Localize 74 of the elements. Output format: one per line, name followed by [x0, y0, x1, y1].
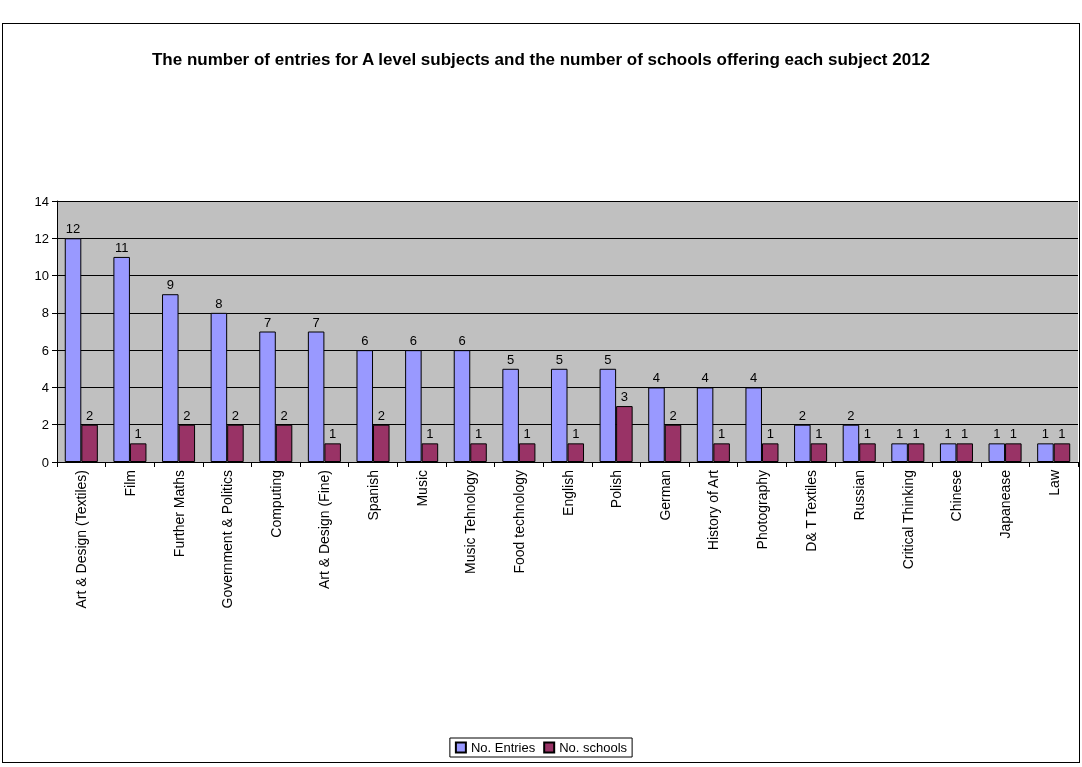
y-tick-label: 6: [41, 342, 49, 358]
data-label: 2: [847, 407, 855, 423]
x-tick-label: Food technology: [510, 470, 527, 574]
data-label: 2: [183, 407, 191, 423]
data-label: 1: [718, 426, 726, 442]
x-tick-label: Photography: [753, 470, 770, 550]
data-label: 2: [231, 407, 240, 423]
x-tick-label: Computing: [267, 470, 284, 538]
data-label: 1: [944, 426, 952, 442]
data-label: 4: [652, 370, 661, 386]
data-label: 1: [1041, 426, 1050, 442]
x-tick-label: Film: [121, 470, 138, 497]
x-tick-label: History of Art: [705, 469, 722, 551]
x-tick-label: English: [559, 470, 576, 516]
data-label: 1: [474, 426, 483, 442]
chart-title: The number of entries for A level subjects and the number of schools offering each subject 2012: [151, 49, 931, 69]
x-tick-label: Spanish: [365, 470, 382, 521]
y-tick-label: 12: [34, 230, 49, 246]
data-label: 5: [555, 351, 563, 367]
data-label: 3: [620, 389, 628, 405]
x-tick-label: D& T Textiles: [802, 470, 819, 552]
x-tick-label: Music Tehnology: [462, 470, 479, 575]
data-label: 1: [1058, 426, 1066, 442]
legend-label: No. Entries: [470, 740, 536, 755]
data-label: 1: [1009, 426, 1017, 442]
data-label: 1: [134, 426, 142, 442]
data-label: 5: [604, 351, 612, 367]
x-tick-label: Government & Politics: [219, 470, 236, 609]
x-tick-label: Art & Design (Fine): [316, 470, 333, 590]
x-tick-label: Chinese: [948, 469, 965, 522]
data-label: 2: [280, 407, 288, 423]
data-label: 2: [798, 407, 806, 423]
data-label: 7: [312, 314, 320, 330]
data-label: 1: [912, 426, 920, 442]
data-label: 9: [166, 277, 174, 293]
y-tick-label: 4: [41, 379, 49, 395]
data-label: 2: [377, 407, 385, 423]
data-label: 7: [263, 314, 272, 330]
y-tick-label: 14: [34, 193, 49, 209]
data-label: 1: [572, 426, 580, 442]
y-tick-label: 2: [41, 417, 49, 433]
x-tick-label: Art & Design (Textiles): [73, 470, 90, 609]
data-label: 6: [409, 333, 417, 349]
data-label: 1: [766, 426, 774, 442]
data-label: 5: [507, 351, 515, 367]
x-tick-label: Polish: [608, 470, 625, 509]
data-label: 11: [114, 239, 129, 255]
data-label: 6: [361, 333, 369, 349]
data-label: 6: [458, 333, 466, 349]
data-label: 1: [993, 426, 1001, 442]
data-label: 4: [701, 370, 709, 386]
x-tick-label: Russian: [851, 470, 868, 521]
y-tick-label: 0: [41, 454, 49, 470]
data-label: 1: [961, 426, 969, 442]
data-label: 2: [85, 407, 94, 423]
data-label: 12: [65, 221, 81, 237]
data-label: 8: [215, 295, 223, 311]
x-tick-label: Law: [1045, 469, 1062, 496]
legend-label: No. schools: [559, 740, 628, 755]
data-label: 1: [523, 426, 531, 442]
data-label: 1: [863, 426, 872, 442]
x-tick-label: Japanease: [997, 469, 1014, 539]
data-label: 1: [426, 426, 434, 442]
x-tick-label: Critical Thinking: [899, 470, 916, 570]
y-tick-label: 8: [41, 305, 49, 321]
x-tick-label: German: [656, 470, 673, 521]
data-label: 2: [669, 407, 677, 423]
data-label: 1: [815, 426, 823, 442]
y-tick-label: 10: [34, 268, 49, 284]
data-label: 1: [895, 426, 904, 442]
x-tick-label: Further Maths: [170, 470, 187, 558]
data-label: 4: [750, 370, 758, 386]
x-tick-label: Music: [413, 470, 430, 507]
data-label: 1: [329, 426, 337, 442]
